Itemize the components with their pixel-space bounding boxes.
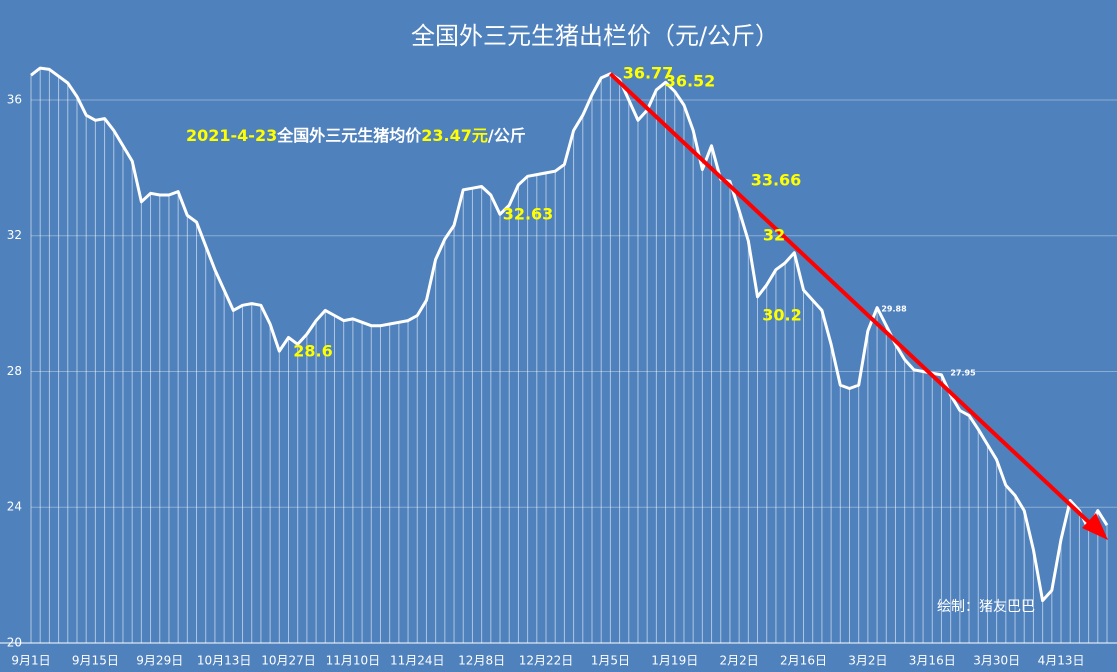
annotation: 30.2 xyxy=(762,306,801,325)
subtitle-part: 全国外三元生猪均价 xyxy=(276,126,422,145)
y-tick-label: 24 xyxy=(7,500,22,514)
x-tick-label: 3月2日 xyxy=(848,654,887,668)
annotation: 32.63 xyxy=(503,205,554,224)
x-tick-label: 11月24日 xyxy=(390,654,445,668)
trend-arrow xyxy=(609,72,1096,529)
annotation: 27.95 xyxy=(950,369,976,378)
subtitle: 2021-4-23全国外三元生猪均价23.47元/公斤 xyxy=(186,126,526,145)
chart-title: 全国外三元生猪出栏价（元/公斤） xyxy=(411,22,779,50)
x-tick-label: 2月16日 xyxy=(780,654,827,668)
subtitle-part: 23.47元 xyxy=(421,126,488,145)
subtitle-part: /公斤 xyxy=(488,126,526,145)
y-tick-label: 32 xyxy=(7,228,22,242)
price-line xyxy=(30,66,1109,603)
y-tick-label: 36 xyxy=(7,92,22,106)
x-tick-label: 1月5日 xyxy=(591,654,630,668)
credit: 绘制：猪友巴巴 xyxy=(937,599,1035,615)
x-tick-label: 12月22日 xyxy=(519,654,574,668)
x-tick-label: 10月27日 xyxy=(261,654,316,668)
x-tick-label: 9月29日 xyxy=(136,654,183,668)
x-tick-label: 2月2日 xyxy=(719,654,758,668)
x-tick-label: 4月13日 xyxy=(1038,654,1085,668)
y-tick-label: 28 xyxy=(7,364,22,378)
annotation: 28.6 xyxy=(293,342,332,361)
subtitle-part: 2021-4-23 xyxy=(186,126,277,145)
x-tick-label: 10月13日 xyxy=(197,654,252,668)
x-tick-label: 3月30日 xyxy=(973,654,1020,668)
x-tick-label: 9月1日 xyxy=(11,654,50,668)
annotation: 36.77 xyxy=(623,64,674,83)
x-tick-label: 9月15日 xyxy=(72,654,119,668)
x-tick-label: 3月16日 xyxy=(909,654,956,668)
annotation: 32 xyxy=(763,226,785,245)
annotation: 33.66 xyxy=(751,171,802,190)
annotation: 36.52 xyxy=(665,72,716,91)
x-tick-label: 12月8日 xyxy=(458,654,505,668)
annotation: 29.88 xyxy=(881,305,907,314)
x-tick-label: 1月19日 xyxy=(651,654,698,668)
trend-arrow-head xyxy=(1082,513,1108,540)
x-tick-label: 11月10日 xyxy=(326,654,381,668)
